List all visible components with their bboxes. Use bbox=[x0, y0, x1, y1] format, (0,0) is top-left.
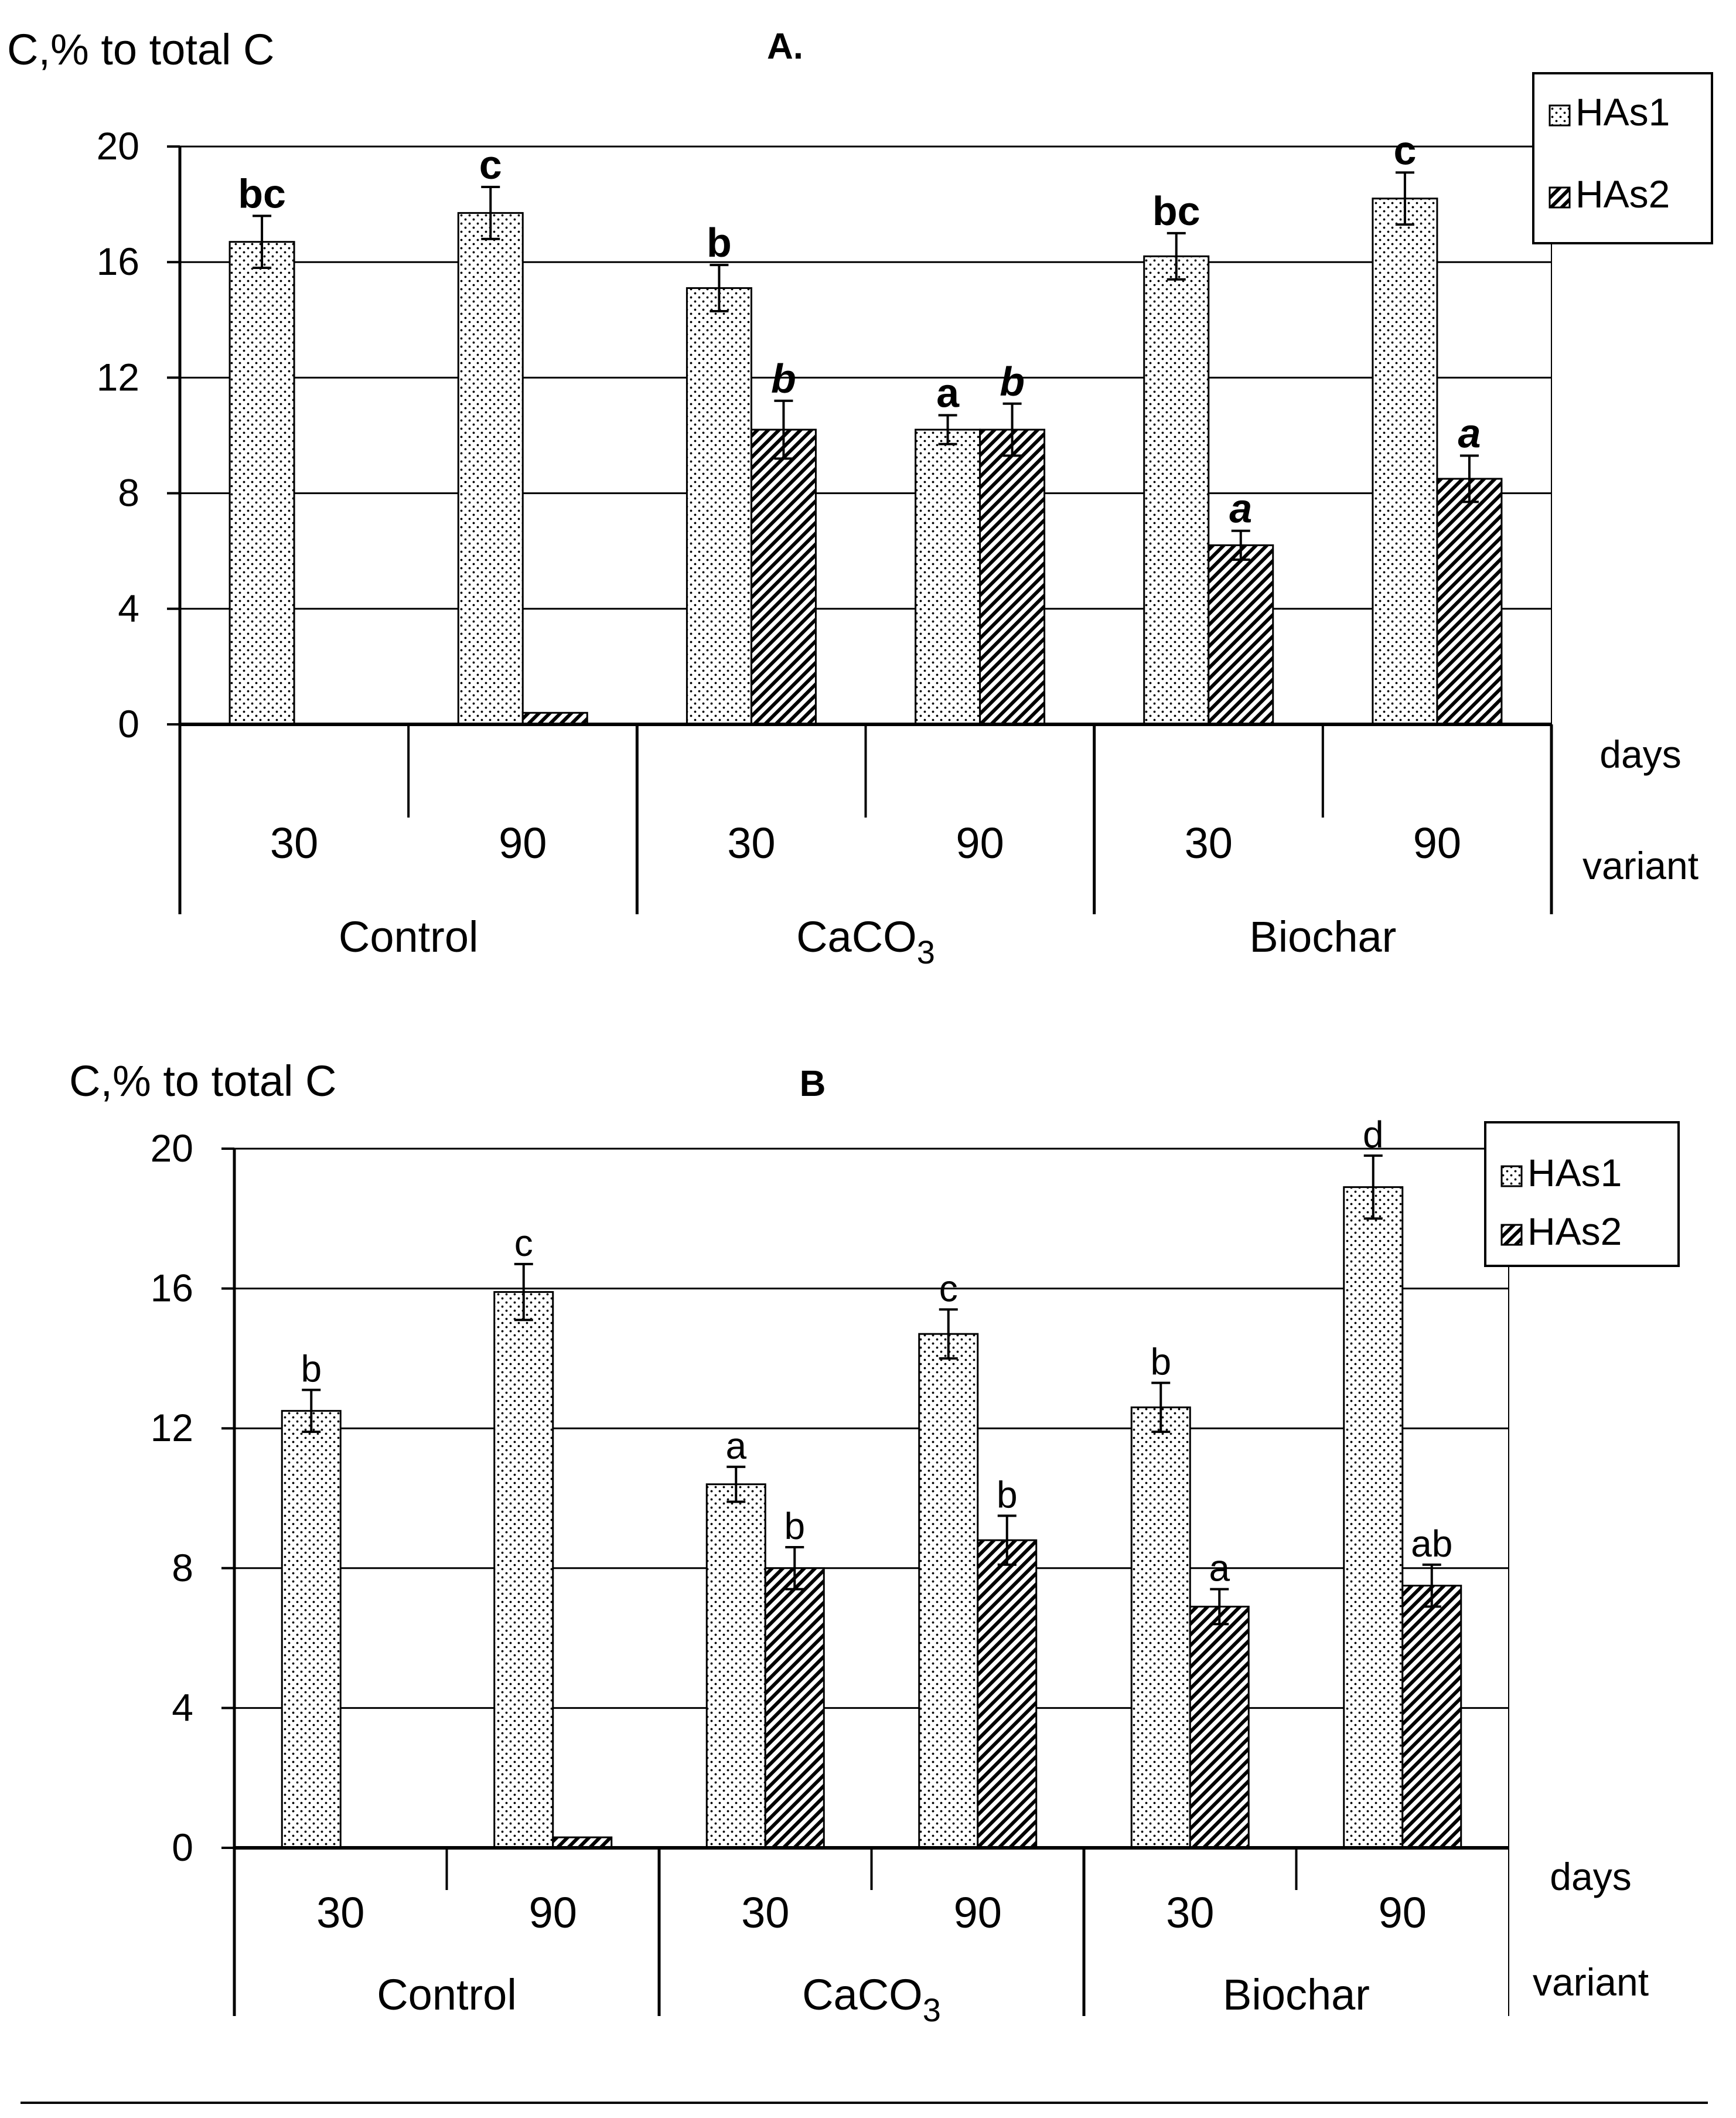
y-tick-label: 8 bbox=[118, 471, 139, 515]
x-level2-label: variant bbox=[1533, 1960, 1649, 2004]
x-day-label: 30 bbox=[741, 1888, 789, 1937]
significance-letter: a bbox=[936, 370, 960, 416]
x-variant-label: Biochar bbox=[1223, 1970, 1370, 2019]
significance-letter: d bbox=[1363, 1114, 1384, 1156]
bar-has1 bbox=[915, 428, 981, 726]
bar-has2 bbox=[1208, 544, 1274, 726]
x-day-label: 90 bbox=[1413, 819, 1461, 867]
bar-has2 bbox=[979, 428, 1046, 726]
significance-letter: a bbox=[1209, 1547, 1230, 1589]
x-day-label: 90 bbox=[956, 819, 1004, 867]
significance-letter: bc bbox=[238, 171, 286, 216]
y-tick-label: 4 bbox=[118, 587, 139, 630]
y-tick-label: 12 bbox=[151, 1406, 193, 1449]
significance-letter: b bbox=[771, 356, 796, 401]
bar-has1 bbox=[1130, 1406, 1191, 1849]
legend: HAs1 HAs2 bbox=[1532, 72, 1713, 244]
legend-swatch-has1 bbox=[1500, 1165, 1523, 1187]
bar-has1 bbox=[685, 287, 752, 726]
significance-letter: b bbox=[1000, 359, 1025, 404]
bar-has1 bbox=[1372, 198, 1438, 726]
bar-has1 bbox=[228, 241, 295, 726]
x-variant-label: CaCO3 bbox=[796, 912, 935, 971]
significance-letter: b bbox=[301, 1348, 322, 1390]
y-tick-label: 8 bbox=[172, 1546, 193, 1589]
x-level2-label: variant bbox=[1582, 844, 1699, 887]
y-tick-label: 12 bbox=[97, 355, 139, 399]
x-variant-label: Biochar bbox=[1249, 912, 1396, 961]
x-level1-label: days bbox=[1599, 733, 1681, 776]
bar-has2 bbox=[1436, 478, 1503, 726]
x-day-label: 30 bbox=[270, 819, 318, 867]
x-day-label: 30 bbox=[1166, 1888, 1214, 1937]
significance-letter: ab bbox=[1411, 1523, 1452, 1565]
significance-letter: a bbox=[1229, 486, 1252, 532]
significance-letter: c bbox=[939, 1267, 958, 1309]
x-day-label: 30 bbox=[727, 819, 775, 867]
legend-label-has2: HAs2 bbox=[1527, 1210, 1622, 1253]
panel-title: A. bbox=[767, 26, 803, 67]
significance-letter: b bbox=[707, 220, 732, 265]
significance-letter: c bbox=[514, 1222, 533, 1264]
significance-letter: c bbox=[479, 142, 502, 188]
bar-has1 bbox=[705, 1483, 766, 1849]
significance-letter: bc bbox=[1152, 188, 1200, 234]
significance-letter: b bbox=[784, 1505, 805, 1547]
significance-letter: c bbox=[1393, 127, 1416, 173]
x-variant-label: Control bbox=[339, 912, 479, 961]
y-axis-title: C,% to total C bbox=[69, 1057, 337, 1105]
x-day-label: 90 bbox=[499, 819, 547, 867]
legend-label-has2: HAs2 bbox=[1575, 172, 1670, 216]
bar-has1 bbox=[281, 1409, 342, 1849]
y-tick-label: 20 bbox=[151, 1126, 193, 1170]
y-axis-title: C,% to total C bbox=[7, 25, 275, 74]
significance-letter: a bbox=[1458, 411, 1481, 457]
bar-has2 bbox=[1189, 1605, 1250, 1849]
significance-letter: a bbox=[725, 1425, 746, 1467]
bar-has1 bbox=[1143, 255, 1210, 726]
y-tick-label: 16 bbox=[151, 1266, 193, 1310]
bar-has1 bbox=[1343, 1186, 1404, 1849]
bar-has1 bbox=[493, 1291, 554, 1849]
x-day-label: 30 bbox=[1185, 819, 1233, 867]
legend-swatch-has2 bbox=[1500, 1224, 1523, 1246]
significance-letter: b bbox=[997, 1473, 1018, 1516]
y-tick-label: 16 bbox=[97, 240, 139, 283]
x-day-label: 90 bbox=[529, 1888, 577, 1937]
footer-rule bbox=[21, 2102, 1708, 2104]
x-level1-label: days bbox=[1550, 1855, 1631, 1898]
x-variant-label: Control bbox=[377, 1970, 517, 2019]
y-tick-label: 0 bbox=[172, 1826, 193, 1869]
bar-has2 bbox=[1401, 1585, 1462, 1849]
bar-has2 bbox=[764, 1567, 825, 1849]
y-tick-label: 0 bbox=[118, 702, 139, 745]
bar-has1 bbox=[918, 1333, 979, 1849]
x-variant-label: CaCO3 bbox=[802, 1970, 941, 2028]
x-day-label: 30 bbox=[316, 1888, 364, 1937]
legend-label-has1: HAs1 bbox=[1575, 90, 1670, 134]
legend-box bbox=[1532, 72, 1713, 244]
legend-swatch-has2 bbox=[1549, 186, 1571, 209]
legend-label-has1: HAs1 bbox=[1527, 1151, 1622, 1194]
bar-has2 bbox=[977, 1539, 1038, 1849]
panel-title: B bbox=[800, 1064, 826, 1104]
bar-has1 bbox=[457, 212, 524, 726]
legend: HAs1 HAs2 bbox=[1484, 1121, 1680, 1267]
y-tick-label: 4 bbox=[172, 1685, 193, 1729]
bar-has2 bbox=[750, 428, 817, 726]
y-tick-label: 20 bbox=[97, 124, 139, 168]
x-day-label: 90 bbox=[1379, 1888, 1427, 1937]
significance-letter: b bbox=[1150, 1341, 1171, 1383]
legend-swatch-has1 bbox=[1549, 104, 1571, 127]
x-day-label: 90 bbox=[954, 1888, 1002, 1937]
